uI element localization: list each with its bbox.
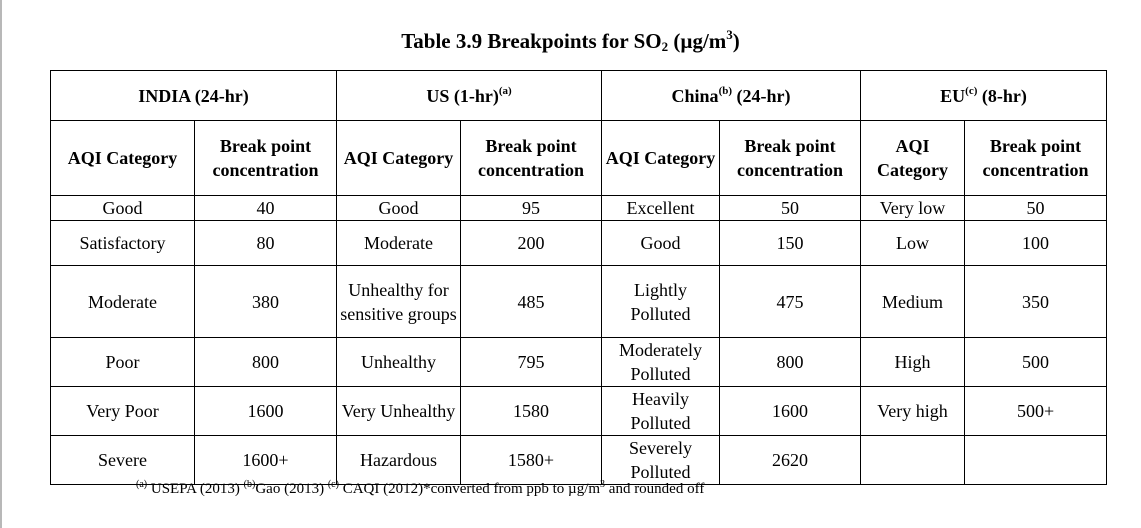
standards-header-row: INDIA (24-hr) US (1-hr)(a) China(b) (24-… [50,70,1108,121]
cell: 40 [194,195,337,221]
cell: Very Unhealthy [336,386,461,436]
cell: 475 [719,265,862,338]
cell: 500 [964,337,1108,387]
cell: 800 [719,337,862,387]
table-row: Severe 1600+ Hazardous 1580+ Severely Po… [50,435,1108,485]
cell: High [860,337,966,387]
cell: Moderate [336,220,461,266]
table-row: Satisfactory 80 Moderate 200 Good 150 Lo… [50,220,1108,266]
cell: 795 [459,337,603,387]
cell: 1580+ [459,435,603,485]
cell: 1600 [719,386,862,436]
cell: Satisfactory [50,220,195,266]
header-us: US (1-hr)(a) [335,70,603,121]
breakpoints-table: INDIA (24-hr) US (1-hr)(a) China(b) (24-… [50,70,1108,485]
cell: 2620 [719,435,862,485]
table-row: Very Poor 1600 Very Unhealthy 1580 Heavi… [50,386,1108,436]
china-category-header: AQI Category [601,120,721,196]
cell: Good [336,195,461,221]
cell: 150 [719,220,862,266]
table-row: Good 40 Good 95 Excellent 50 Very low 50 [50,195,1108,221]
header-china: China(b) (24-hr) [601,70,862,121]
india-category-header: AQI Category [50,120,195,196]
header-eu: EU(c) (8-hr) [860,70,1108,121]
cell: Very high [860,386,966,436]
cell: Very low [860,195,966,221]
cell: Unhealthy [336,337,461,387]
cell: Good [601,220,721,266]
cell [964,435,1108,485]
cell: Severe [50,435,195,485]
cell: Unhealthy for sensitive groups [336,265,461,338]
cell: Poor [50,337,195,387]
table-row: Moderate 380 Unhealthy for sensitive gro… [50,265,1108,338]
cell: 485 [459,265,603,338]
eu-category-header: AQI Category [860,120,966,196]
cell: 1600+ [194,435,337,485]
table-footnote: (a) USEPA (2013) (b)Gao (2013) (c) CAQI … [136,479,705,498]
header-india: INDIA (24-hr) [50,70,337,121]
cell: Very Poor [50,386,195,436]
china-concentration-header: Break point concentration [719,120,862,196]
cell: 50 [719,195,862,221]
cell: Medium [860,265,966,338]
cell: Moderate [50,265,195,338]
cell [860,435,966,485]
cell: 500+ [964,386,1108,436]
table-title: Table 3.9 Breakpoints for SO2 (µg/m3) [401,27,740,54]
cell: 100 [964,220,1108,266]
page-edge [0,0,2,528]
us-category-header: AQI Category [336,120,461,196]
cell: Good [50,195,195,221]
cell: Hazardous [336,435,461,485]
cell: 200 [459,220,603,266]
cell: 800 [194,337,337,387]
cell: Heavily Polluted [601,386,721,436]
cell: 380 [194,265,337,338]
sub-header-row: AQI Category Break point concentration A… [50,120,1108,196]
cell: Low [860,220,966,266]
india-concentration-header: Break point concentration [194,120,337,196]
cell: Lightly Polluted [601,265,721,338]
cell: 350 [964,265,1108,338]
cell: 1580 [459,386,603,436]
us-concentration-header: Break point concentration [459,120,603,196]
cell: Severely Polluted [601,435,721,485]
cell: 50 [964,195,1108,221]
table-row: Poor 800 Unhealthy 795 Moderately Pollut… [50,337,1108,387]
cell: Moderately Polluted [601,337,721,387]
cell: 95 [459,195,603,221]
cell: Excellent [601,195,721,221]
eu-concentration-header: Break point concentration [964,120,1108,196]
cell: 80 [194,220,337,266]
cell: 1600 [194,386,337,436]
